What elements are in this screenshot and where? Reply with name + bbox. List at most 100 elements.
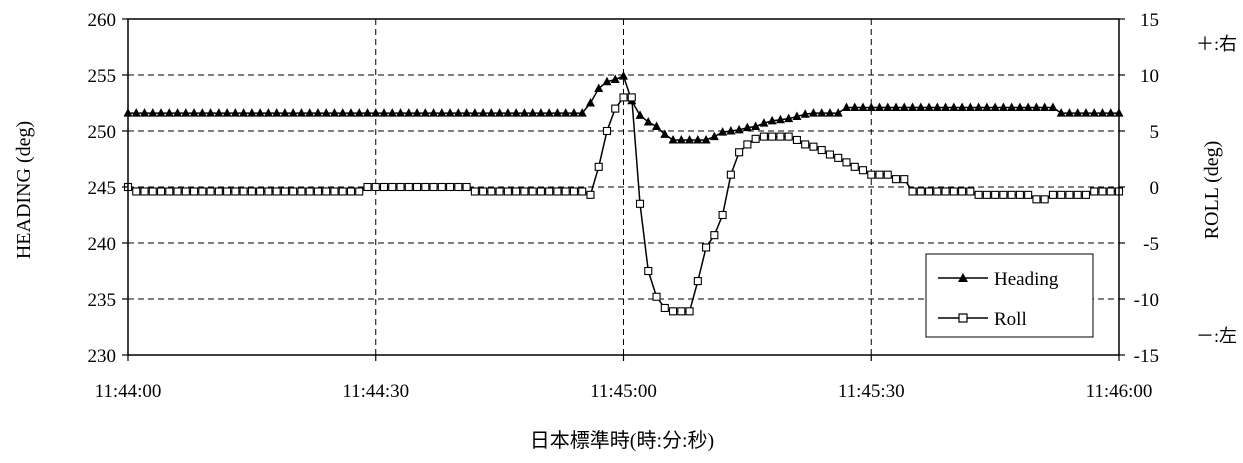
heading-point	[478, 108, 488, 117]
heading-point	[321, 108, 331, 117]
heading-point	[140, 108, 150, 117]
roll-point	[1106, 187, 1115, 196]
roll-point	[355, 187, 364, 196]
heading-point	[841, 102, 851, 111]
heading-point	[569, 108, 579, 117]
heading-point	[726, 126, 736, 135]
roll-point	[404, 182, 413, 192]
heading-point	[329, 108, 339, 117]
heading-point	[371, 108, 381, 117]
y2-tick-label: -15	[1134, 346, 1159, 367]
roll-point	[991, 190, 1000, 199]
y-tick-label: 230	[88, 346, 117, 367]
heading-point	[932, 102, 942, 111]
heading-point	[189, 108, 199, 117]
roll-point	[1015, 190, 1024, 199]
y-tick-label: 255	[88, 66, 117, 87]
roll-point	[256, 187, 265, 196]
y2-tick-label: -5	[1143, 234, 1159, 255]
heading-point	[965, 102, 975, 111]
roll-point	[578, 187, 587, 196]
roll-point	[520, 187, 529, 196]
roll-point	[206, 187, 215, 196]
roll-point	[677, 307, 686, 316]
roll-point	[875, 170, 884, 179]
roll-point	[941, 187, 950, 196]
heading-point	[156, 108, 166, 117]
heading-point	[362, 108, 372, 117]
heading-point	[660, 129, 670, 138]
heading-point	[619, 71, 628, 80]
heading-point	[734, 124, 744, 134]
heading-point	[1048, 102, 1058, 111]
heading-point	[1106, 108, 1116, 117]
roll-point	[479, 187, 488, 196]
heading-point	[420, 108, 430, 117]
roll-point	[421, 182, 430, 192]
roll-point	[313, 187, 322, 196]
roll-point	[817, 145, 826, 155]
roll-point	[148, 187, 157, 196]
roll-point	[289, 187, 298, 196]
roll-point	[644, 266, 653, 276]
heading-point	[1073, 108, 1083, 117]
heading-point	[800, 109, 810, 118]
heading-point	[643, 117, 653, 126]
y2-tick-label: 0	[1150, 178, 1160, 199]
roll-point	[470, 187, 479, 196]
heading-point	[635, 110, 645, 119]
heading-point	[263, 108, 273, 117]
roll-point	[512, 187, 521, 196]
roll-point	[190, 187, 199, 196]
roll-point	[1048, 190, 1057, 199]
roll-point	[338, 187, 347, 196]
roll-point	[693, 277, 702, 286]
roll-point	[1057, 190, 1066, 199]
heading-point	[577, 108, 587, 117]
heading-point	[305, 108, 315, 117]
x-axis-title: 日本標準時(時:分:秒)	[530, 429, 714, 452]
roll-point	[792, 135, 801, 145]
heading-point	[883, 102, 893, 111]
x-tick-label: 11:45:00	[590, 381, 657, 402]
y2-axis-title: ROLL (deg)	[1201, 141, 1223, 240]
heading-point	[875, 102, 885, 111]
heading-point	[453, 108, 463, 117]
legend-roll-label: Roll	[994, 309, 1027, 330]
roll-point	[1032, 195, 1041, 204]
heading-point	[528, 108, 538, 117]
x-axis-ticks: 11:44:00 11:44:30 11:45:00 11:45:30 11:46:00	[95, 355, 1152, 402]
y-axis-title: HEADING (deg)	[13, 121, 35, 259]
heading-point	[974, 102, 984, 111]
roll-point	[726, 170, 735, 179]
heading-point	[718, 127, 728, 136]
roll-point	[1098, 187, 1107, 196]
heading-point	[197, 108, 207, 117]
heading-point	[296, 108, 306, 117]
roll-point	[264, 187, 273, 196]
heading-point	[891, 102, 901, 111]
roll-point	[635, 199, 645, 208]
heading-point	[941, 102, 951, 111]
heading-point	[552, 108, 562, 117]
roll-point	[1040, 195, 1049, 204]
heading-point	[759, 118, 769, 127]
roll-point	[214, 187, 223, 196]
heading-point	[214, 108, 224, 117]
annotation-right-positive: ＋:右	[1196, 34, 1237, 54]
heading-point	[957, 102, 967, 111]
roll-point	[363, 182, 372, 192]
heading-point	[998, 102, 1008, 111]
roll-point	[627, 93, 636, 102]
roll-point	[966, 187, 975, 196]
roll-point	[1007, 190, 1016, 199]
heading-point	[585, 98, 595, 107]
roll-point	[437, 182, 446, 192]
heading-point	[916, 102, 926, 111]
roll-point	[883, 170, 892, 179]
roll-point	[867, 170, 876, 179]
roll-point	[768, 132, 777, 141]
heading-point	[470, 108, 480, 117]
roll-point	[198, 187, 207, 196]
heading-point	[775, 114, 785, 124]
